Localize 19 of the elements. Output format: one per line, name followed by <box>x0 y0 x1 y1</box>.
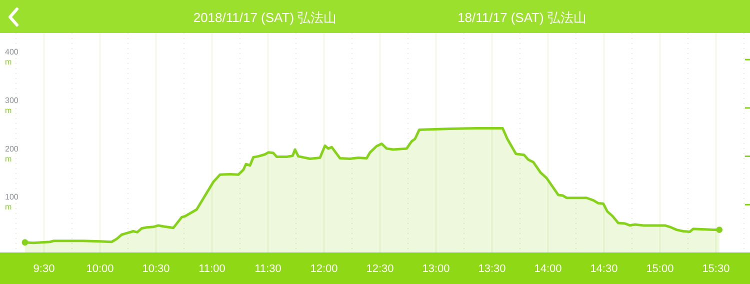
x-tick-label: 11:30 <box>254 263 282 275</box>
x-tick-label: 15:00 <box>646 263 674 275</box>
x-tick-label: 10:30 <box>142 263 170 275</box>
x-tick-label: 14:30 <box>590 263 618 275</box>
x-tick-label: 11:00 <box>198 263 226 275</box>
x-tick-label: 15:30 <box>702 263 730 275</box>
x-tick-label: 14:00 <box>534 263 562 275</box>
y-tick-label: 400 m <box>5 48 19 67</box>
subtitle: 18/11/17 (SAT) 弘法山 <box>458 10 586 25</box>
x-tick-label: 10:00 <box>86 263 114 275</box>
x-tick-label: 13:00 <box>422 263 450 275</box>
x-tick-label: 9:30 <box>33 263 55 275</box>
title: 2018/11/17 (SAT) 弘法山 <box>193 10 337 25</box>
x-tick-label: 12:30 <box>366 263 394 275</box>
x-tick-label: 13:30 <box>478 263 506 275</box>
y-tick-label: 300 m <box>5 96 19 115</box>
x-tick-label: 12:00 <box>310 263 338 275</box>
y-tick-label: 100 m <box>5 192 19 212</box>
y-tick-label: 200 m <box>5 144 19 164</box>
